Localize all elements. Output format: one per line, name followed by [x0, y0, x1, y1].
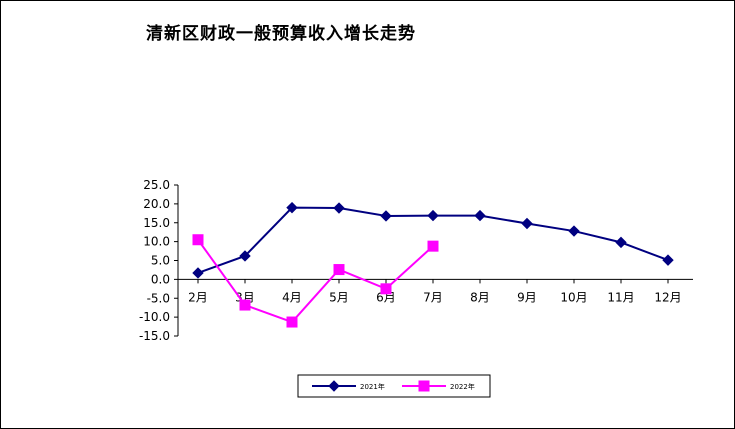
x-tick-label: 10月	[560, 290, 587, 304]
x-tick-label: 12月	[654, 290, 681, 304]
data-point-square	[239, 299, 251, 311]
x-tick-label: 2月	[188, 290, 208, 304]
x-tick-label: 4月	[282, 290, 302, 304]
series-2	[192, 234, 439, 328]
y-tick-label: -15.0	[139, 329, 170, 343]
series-line	[197, 239, 434, 324]
data-point-diamond	[427, 209, 439, 222]
y-tick-label: 5.0	[151, 254, 170, 268]
series-layer	[192, 201, 674, 328]
x-tick-label: 11月	[607, 290, 634, 304]
data-point-diamond	[662, 254, 674, 266]
y-tick-label: 0.0	[151, 272, 170, 286]
y-tick-label: 25.0	[143, 178, 170, 192]
data-point-square	[418, 380, 430, 392]
x-tick-label: 5月	[329, 290, 349, 304]
y-tick-label: 20.0	[143, 197, 170, 211]
data-point-square	[427, 240, 439, 252]
data-point-diamond	[474, 209, 486, 222]
data-point-square	[192, 234, 204, 246]
data-point-diamond	[328, 380, 340, 392]
legend-label: 2022年	[450, 382, 475, 391]
x-tick-label: 7月	[423, 290, 443, 304]
legend-label: 2021年	[360, 382, 385, 391]
series-1	[192, 201, 674, 279]
x-tick-label: 8月	[470, 290, 490, 304]
chart-title: 清新区财政一般预算收入增长走势	[146, 24, 416, 44]
data-point-diamond	[521, 217, 533, 230]
data-point-diamond	[333, 202, 345, 214]
data-point-diamond	[239, 250, 251, 262]
data-point-diamond	[286, 201, 298, 214]
data-point-square	[380, 283, 392, 295]
axis-layer: 25.020.015.010.05.00.0-5.0-10.0-15.02月 3月…	[139, 178, 693, 343]
y-tick-label: 10.0	[143, 235, 170, 249]
data-point-diamond	[615, 236, 627, 249]
legend-box	[297, 374, 491, 398]
data-point-diamond	[192, 267, 204, 279]
data-point-diamond	[568, 225, 580, 237]
y-tick-label: 15.0	[143, 216, 170, 230]
legend: 2021年 2022年	[297, 374, 491, 398]
data-point-diamond	[380, 210, 392, 222]
data-point-square	[333, 264, 345, 276]
y-tick-label: -10.0	[139, 310, 170, 324]
x-tick-label: 9月	[517, 290, 537, 304]
y-tick-label: -5.0	[147, 291, 170, 305]
data-point-square	[286, 316, 298, 328]
